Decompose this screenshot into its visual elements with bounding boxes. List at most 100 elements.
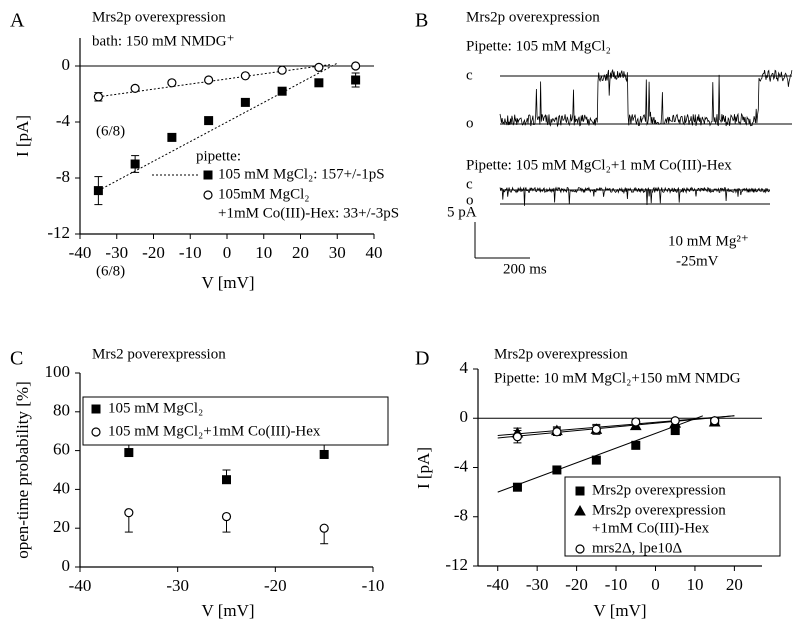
legend-title: pipette: <box>196 148 241 164</box>
legend-label: 105mM MgCl₂ <box>218 186 310 202</box>
legend-label: 105 mM MgCl₂+1mM Co(III)-Hex <box>108 423 321 439</box>
annotation: Pipette: 105 mM MgCl₂+1 mM Co(III)-Hex <box>466 157 732 173</box>
marker-square <box>240 97 250 107</box>
marker-square <box>124 448 134 458</box>
marker-square <box>319 449 329 459</box>
marker-circle <box>221 511 232 522</box>
x-tick-label: 0 <box>223 243 232 262</box>
marker-square <box>93 186 103 196</box>
marker-circle <box>277 65 287 75</box>
legend-marker <box>91 404 101 414</box>
annotation: c <box>466 67 473 83</box>
annotation: 5 pA <box>447 204 477 220</box>
marker-square <box>314 78 324 88</box>
x-tick-label: -20 <box>565 575 588 594</box>
x-tick-label: -20 <box>142 243 165 262</box>
x-tick-label: 30 <box>329 243 346 262</box>
marker-square <box>130 159 140 169</box>
marker-circle <box>204 75 214 85</box>
annotation: 200 ms <box>503 261 547 277</box>
marker-square <box>204 116 214 126</box>
legend-box <box>82 396 389 446</box>
legend-label: +1mM Co(III)-Hex <box>592 520 710 536</box>
legend-label: 105 mM MgCl₂ <box>108 400 203 416</box>
y-tick-label: -12 <box>445 555 468 574</box>
y-tick-label: 60 <box>53 440 70 459</box>
panel-label: D <box>415 348 429 370</box>
x-tick-label: -30 <box>526 575 549 594</box>
panel-label: A <box>10 10 25 32</box>
y-tick-label: -8 <box>56 167 70 186</box>
x-tick-label: 10 <box>686 575 703 594</box>
x-tick-label: -10 <box>362 576 385 595</box>
y-axis-label: open-time probability [%] <box>13 381 32 559</box>
marker-square <box>552 465 562 475</box>
y-tick-label: 0 <box>62 55 71 74</box>
marker-square <box>222 475 231 485</box>
annotation: (6/8) <box>96 263 125 279</box>
legend-label: Mrs2p overexpression <box>592 482 726 498</box>
annotation: o <box>466 192 474 208</box>
x-tick-label: 10 <box>255 243 272 262</box>
annotation: (6/8) <box>96 123 125 139</box>
legend-label: mrs2Δ, lpe10Δ <box>592 540 682 556</box>
y-tick-label: 40 <box>53 478 70 497</box>
marker-square <box>591 455 601 465</box>
chart-title: Mrs2p overexpression <box>494 346 628 362</box>
x-tick-label: -40 <box>69 576 92 595</box>
chart-subtitle: bath: 150 mM NMDG⁺ <box>92 33 235 49</box>
x-tick-label: 20 <box>726 575 743 594</box>
marker-circle <box>319 523 329 533</box>
current-trace <box>499 68 793 128</box>
y-tick-label: 4 <box>460 358 469 377</box>
annotation: Pipette: 105 mM MgCl₂ <box>466 38 611 54</box>
x-tick-label: -40 <box>69 243 92 262</box>
marker-circle <box>124 508 134 518</box>
annotation: -25mV <box>676 253 719 269</box>
marker-square <box>670 426 680 436</box>
marker-square <box>277 86 287 96</box>
panel-label: B <box>415 10 428 32</box>
fit-line <box>98 62 338 192</box>
y-tick-label: -4 <box>56 111 71 130</box>
chart-title: Mrs2 poverexpression <box>92 346 226 362</box>
annotation: Mrs2p overexpression <box>466 9 600 25</box>
marker-circle <box>552 427 562 437</box>
y-tick-label: 0 <box>62 556 71 575</box>
legend-marker <box>91 427 101 437</box>
current-trace <box>499 186 770 206</box>
y-axis-label: I [pA] <box>414 447 433 489</box>
legend-box <box>564 476 781 557</box>
legend-label: +1mM Co(III)-Hex: 33+/-3pS <box>218 205 399 221</box>
legend-marker <box>575 544 585 554</box>
legend-marker <box>203 170 213 180</box>
marker-circle <box>631 417 641 427</box>
marker-square <box>351 75 361 85</box>
x-axis-label: V [mV] <box>201 273 254 292</box>
y-tick-label: 100 <box>45 362 71 381</box>
chart-subtitle: Pipette: 10 mM MgCl₂+150 mM NMDG <box>494 370 741 386</box>
marker-circle <box>167 78 177 88</box>
y-tick-label: -4 <box>454 456 469 475</box>
marker-circle <box>93 92 103 102</box>
x-tick-label: -10 <box>179 243 202 262</box>
x-axis-label: V [mV] <box>201 601 254 620</box>
fit-line <box>98 64 330 98</box>
marker-circle <box>240 71 250 81</box>
x-tick-label: 40 <box>366 243 383 262</box>
legend-marker <box>203 190 213 200</box>
x-tick-label: -30 <box>105 243 128 262</box>
y-axis-label: I [pA] <box>13 115 32 157</box>
legend-label: 105 mM MgCl₂: 157+/-1pS <box>218 166 385 182</box>
legend-marker <box>574 504 586 516</box>
fit-line <box>497 415 735 436</box>
marker-circle <box>512 432 523 442</box>
marker-square <box>512 482 522 492</box>
marker-square <box>631 440 641 450</box>
x-tick-label: 20 <box>292 243 309 262</box>
x-tick-label: -40 <box>486 575 509 594</box>
marker-circle <box>314 62 324 73</box>
x-tick-label: -20 <box>264 576 287 595</box>
legend-label: Mrs2p overexpression <box>592 502 726 518</box>
